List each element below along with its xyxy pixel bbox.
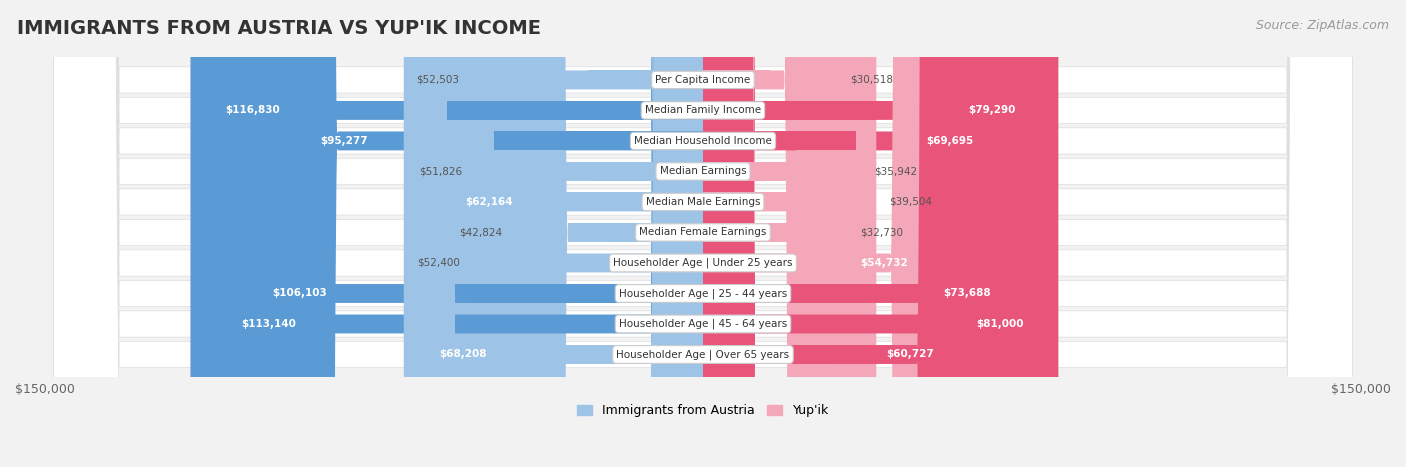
FancyBboxPatch shape (703, 0, 1026, 467)
FancyBboxPatch shape (588, 71, 707, 89)
Text: $116,830: $116,830 (225, 106, 280, 115)
FancyBboxPatch shape (703, 223, 775, 242)
Text: Householder Age | Over 65 years: Householder Age | Over 65 years (616, 349, 790, 360)
Legend: Immigrants from Austria, Yup'ik: Immigrants from Austria, Yup'ik (572, 399, 834, 422)
FancyBboxPatch shape (703, 0, 1050, 467)
FancyBboxPatch shape (588, 254, 707, 272)
FancyBboxPatch shape (470, 284, 707, 303)
Text: $52,503: $52,503 (416, 75, 460, 85)
Text: $52,400: $52,400 (418, 258, 460, 268)
FancyBboxPatch shape (53, 0, 1353, 467)
FancyBboxPatch shape (589, 162, 707, 181)
FancyBboxPatch shape (53, 0, 1353, 467)
Text: Median Female Earnings: Median Female Earnings (640, 227, 766, 237)
FancyBboxPatch shape (53, 0, 1353, 467)
Text: IMMIGRANTS FROM AUSTRIA VS YUP'IK INCOME: IMMIGRANTS FROM AUSTRIA VS YUP'IK INCOME (17, 19, 541, 38)
FancyBboxPatch shape (703, 284, 865, 303)
Text: $106,103: $106,103 (273, 289, 328, 298)
Text: Median Household Income: Median Household Income (634, 136, 772, 146)
Text: Median Family Income: Median Family Income (645, 106, 761, 115)
Text: $60,727: $60,727 (887, 349, 935, 360)
FancyBboxPatch shape (703, 0, 969, 467)
FancyBboxPatch shape (703, 314, 880, 333)
FancyBboxPatch shape (53, 0, 1353, 467)
Text: $79,290: $79,290 (969, 106, 1015, 115)
FancyBboxPatch shape (703, 0, 860, 467)
FancyBboxPatch shape (53, 0, 1353, 467)
FancyBboxPatch shape (53, 0, 1353, 467)
FancyBboxPatch shape (515, 0, 703, 467)
Text: $35,942: $35,942 (875, 166, 917, 177)
Text: $68,208: $68,208 (439, 349, 486, 360)
FancyBboxPatch shape (703, 162, 782, 181)
Text: Householder Age | Under 25 years: Householder Age | Under 25 years (613, 258, 793, 268)
FancyBboxPatch shape (554, 345, 707, 364)
Text: $113,140: $113,140 (242, 319, 297, 329)
FancyBboxPatch shape (703, 101, 877, 120)
FancyBboxPatch shape (703, 192, 790, 212)
Text: Median Earnings: Median Earnings (659, 166, 747, 177)
FancyBboxPatch shape (703, 0, 1008, 467)
Text: $51,826: $51,826 (419, 166, 463, 177)
FancyBboxPatch shape (454, 314, 707, 333)
FancyBboxPatch shape (207, 0, 703, 467)
FancyBboxPatch shape (703, 0, 846, 467)
Text: Per Capita Income: Per Capita Income (655, 75, 751, 85)
FancyBboxPatch shape (703, 345, 837, 364)
FancyBboxPatch shape (53, 0, 1353, 467)
FancyBboxPatch shape (703, 0, 876, 467)
FancyBboxPatch shape (703, 71, 770, 89)
Text: $69,695: $69,695 (927, 136, 974, 146)
Text: Median Male Earnings: Median Male Earnings (645, 197, 761, 207)
FancyBboxPatch shape (472, 0, 703, 467)
Text: $95,277: $95,277 (321, 136, 368, 146)
FancyBboxPatch shape (609, 223, 707, 242)
FancyBboxPatch shape (53, 0, 1353, 467)
Text: $54,732: $54,732 (860, 258, 908, 268)
FancyBboxPatch shape (430, 0, 703, 467)
FancyBboxPatch shape (472, 0, 703, 467)
FancyBboxPatch shape (567, 192, 707, 212)
FancyBboxPatch shape (703, 0, 943, 467)
FancyBboxPatch shape (703, 132, 856, 150)
FancyBboxPatch shape (53, 0, 1353, 467)
Text: $39,504: $39,504 (890, 197, 932, 207)
FancyBboxPatch shape (475, 0, 703, 467)
FancyBboxPatch shape (285, 0, 703, 467)
FancyBboxPatch shape (447, 101, 707, 120)
FancyBboxPatch shape (238, 0, 703, 467)
FancyBboxPatch shape (703, 0, 1059, 467)
FancyBboxPatch shape (703, 0, 837, 467)
Text: $42,824: $42,824 (458, 227, 502, 237)
FancyBboxPatch shape (190, 0, 703, 467)
FancyBboxPatch shape (404, 0, 703, 467)
Text: $73,688: $73,688 (943, 289, 991, 298)
Text: Source: ZipAtlas.com: Source: ZipAtlas.com (1256, 19, 1389, 32)
Text: $81,000: $81,000 (976, 319, 1024, 329)
FancyBboxPatch shape (494, 132, 707, 150)
Text: $32,730: $32,730 (859, 227, 903, 237)
Text: Householder Age | 25 - 44 years: Householder Age | 25 - 44 years (619, 288, 787, 299)
Text: $30,518: $30,518 (851, 75, 893, 85)
FancyBboxPatch shape (53, 0, 1353, 467)
Text: Householder Age | 45 - 64 years: Householder Age | 45 - 64 years (619, 318, 787, 329)
FancyBboxPatch shape (703, 254, 823, 272)
Text: $62,164: $62,164 (465, 197, 513, 207)
